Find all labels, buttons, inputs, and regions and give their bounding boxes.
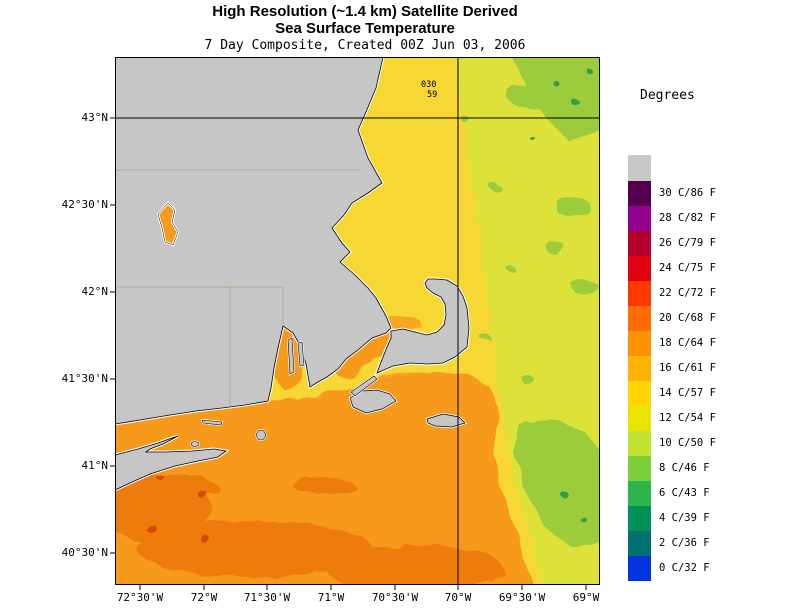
legend-row: 16 C/61 F (628, 356, 716, 381)
y-tick-42-30n: 42°30'N (61, 198, 108, 211)
legend-row: 0 C/32 F (628, 556, 716, 581)
legend-label: 4 C/39 F (659, 512, 710, 524)
legend-label: 12 C/54 F (659, 412, 716, 424)
y-tick-40-30n: 40°30'N (61, 546, 108, 559)
legend-label: 26 C/79 F (659, 237, 716, 249)
deep-orange-patches (115, 474, 503, 585)
legend-label: 30 C/86 F (659, 187, 716, 199)
color-swatch (628, 531, 651, 556)
legend-row: 14 C/57 F (628, 381, 716, 406)
legend-cap (628, 155, 651, 181)
page-subtitle: 7 Day Composite, Created 00Z Jun 03, 200… (204, 38, 526, 53)
station-label-line1: 030 (421, 80, 436, 90)
color-swatch (628, 306, 651, 331)
legend-label: 20 C/68 F (659, 312, 716, 324)
color-swatch (628, 331, 651, 356)
y-tick-41-30n: 41°30'N (61, 372, 108, 385)
station-label: 030 59 (421, 80, 437, 100)
color-swatch (628, 181, 651, 206)
x-tick-69w: 69°W (572, 591, 600, 604)
legend-label: 24 C/75 F (659, 262, 716, 274)
map-plot: 030 59 (110, 57, 600, 590)
x-tick-72w: 72°W (190, 591, 218, 604)
legend-label: 10 C/50 F (659, 437, 716, 449)
color-swatch (628, 506, 651, 531)
legend-colorbar: 30 C/86 F 28 C/82 F 26 C/79 F 24 C/75 F … (628, 155, 716, 581)
x-tick-72-30w: 72°30'W (116, 591, 164, 604)
x-tick-70-30w: 70°30'W (371, 591, 419, 604)
map-canvas: 030 59 (110, 57, 600, 590)
page-title-line1: High Resolution (~1.4 km) Satellite Deri… (212, 3, 518, 20)
legend-row: 28 C/82 F (628, 206, 716, 231)
y-tick-41n: 41°N (81, 459, 109, 472)
legend-label: 16 C/61 F (659, 362, 716, 374)
legend-row: 4 C/39 F (628, 506, 716, 531)
map-content: 030 59 (115, 57, 600, 585)
map-frame (115, 57, 600, 585)
page-title-line2: Sea Surface Temperature (275, 20, 455, 37)
sea-orange-region (115, 316, 532, 585)
legend-row: 6 C/43 F (628, 481, 716, 506)
land (115, 57, 471, 492)
color-swatch (628, 456, 651, 481)
reference-lines (115, 57, 600, 585)
x-tick-71w: 71°W (317, 591, 345, 604)
color-swatch (628, 281, 651, 306)
color-swatch (628, 356, 651, 381)
x-tick-69-30w: 69°30'W (498, 591, 546, 604)
sea-green-patches (461, 57, 600, 549)
state-borders (115, 169, 359, 408)
legend-label: 2 C/36 F (659, 537, 710, 549)
sea-green-region (455, 57, 600, 585)
color-swatch (628, 231, 651, 256)
axis-ticks (110, 117, 587, 590)
legend-label: 28 C/82 F (659, 212, 716, 224)
color-swatch (628, 556, 651, 581)
legend-title: Degrees (640, 88, 695, 103)
legend-label: 14 C/57 F (659, 387, 716, 399)
y-tick-42n: 42°N (81, 285, 109, 298)
color-swatch (628, 256, 651, 281)
legend-row: 2 C/36 F (628, 531, 716, 556)
legend-row: 20 C/68 F (628, 306, 716, 331)
legend-label: 18 C/64 F (659, 337, 716, 349)
legend-label: 22 C/72 F (659, 287, 716, 299)
legend-label: 0 C/32 F (659, 562, 710, 574)
station-label-line2: 59 (427, 90, 437, 100)
legend-label: 8 C/46 F (659, 462, 710, 474)
legend-row: 10 C/50 F (628, 431, 716, 456)
color-swatch (628, 206, 651, 231)
legend-row: 24 C/75 F (628, 256, 716, 281)
legend-row: 12 C/54 F (628, 406, 716, 431)
sea-dark-green-dots (528, 70, 594, 522)
legend-row: 22 C/72 F (628, 281, 716, 306)
legend-row: 26 C/79 F (628, 231, 716, 256)
color-swatch (628, 431, 651, 456)
y-tick-43n: 43°N (81, 111, 109, 124)
legend-row: 30 C/86 F (628, 181, 716, 206)
legend-row: 18 C/64 F (628, 331, 716, 356)
color-swatch (628, 481, 651, 506)
legend-label: 6 C/43 F (659, 487, 710, 499)
legend-row: 8 C/46 F (628, 456, 716, 481)
x-tick-71-30w: 71°30'W (243, 591, 291, 604)
color-swatch (628, 381, 651, 406)
color-swatch (628, 406, 651, 431)
x-tick-70w: 70°W (444, 591, 472, 604)
